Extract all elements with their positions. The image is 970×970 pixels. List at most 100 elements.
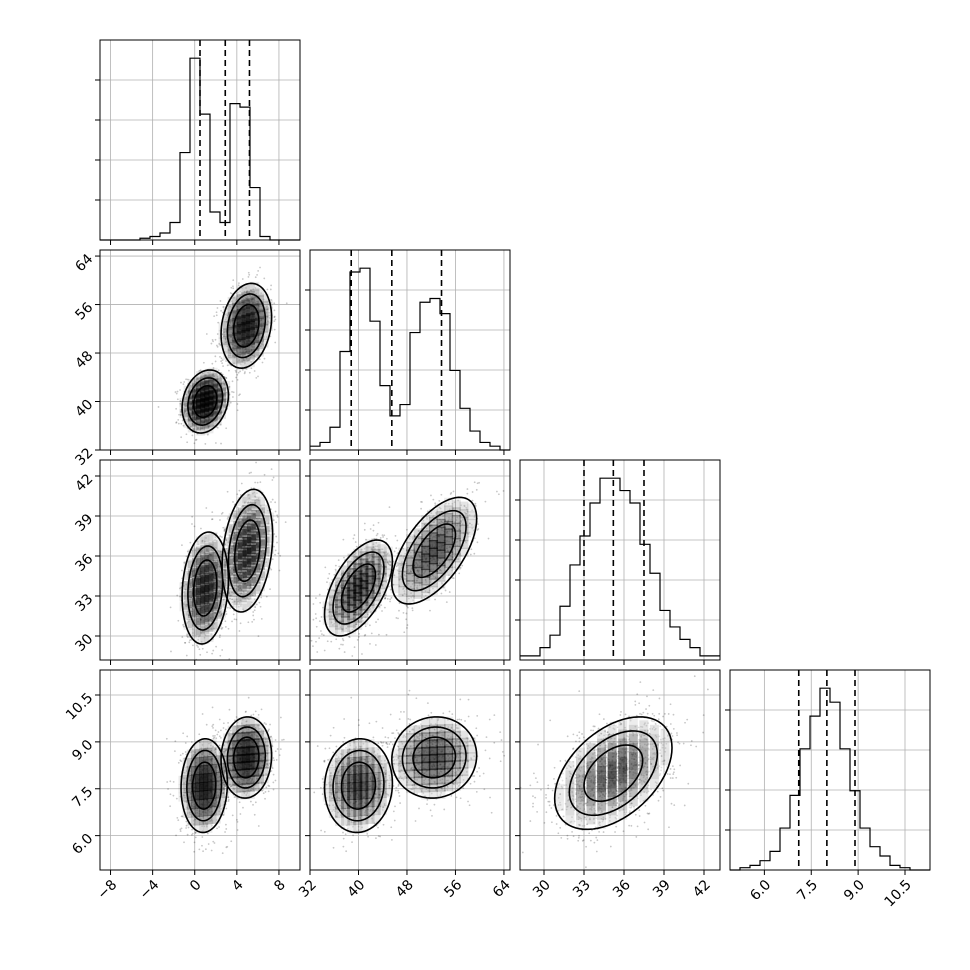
sample-point (243, 516, 246, 519)
sample-point (343, 556, 345, 559)
sample-point (211, 652, 214, 655)
sample-point (224, 341, 227, 344)
sample-point (378, 567, 380, 570)
sample-point (175, 392, 178, 395)
sample-point (375, 558, 378, 561)
sample-point (202, 361, 205, 364)
sample-point (319, 601, 322, 604)
sample-point (228, 563, 231, 566)
sample-point (336, 599, 339, 602)
sample-point (228, 324, 231, 327)
sample-point (253, 618, 255, 621)
sample-point (260, 556, 263, 559)
sample-point (374, 583, 377, 586)
density-cell (250, 349, 260, 359)
sample-point (379, 558, 382, 561)
density-cell (196, 626, 206, 636)
sample-point (239, 525, 242, 527)
sample-point (204, 610, 207, 613)
density-cell (191, 383, 201, 393)
sample-point (202, 383, 205, 385)
sample-point (209, 607, 212, 609)
sample-point (185, 583, 188, 586)
sample-point (386, 579, 389, 582)
sample-point (243, 291, 246, 293)
sample-point (370, 632, 373, 635)
sample-point (205, 548, 208, 550)
sample-point (209, 415, 212, 417)
density-cell (245, 328, 255, 338)
density-cell (187, 378, 197, 388)
sample-point (374, 583, 377, 586)
sample-point (238, 518, 241, 521)
sample-point (253, 518, 256, 521)
density-cell (241, 307, 251, 317)
density-cell (265, 512, 275, 522)
sample-point (249, 520, 251, 523)
sample-point (212, 551, 215, 554)
sample-point (352, 626, 355, 629)
density-cell (250, 319, 260, 329)
sample-point (220, 551, 223, 553)
sample-point (238, 359, 241, 362)
sample-point (242, 505, 245, 508)
sample-point (340, 643, 342, 646)
sample-point (260, 544, 263, 547)
sample-point (341, 643, 344, 646)
sample-point (241, 518, 244, 521)
sample-point (243, 582, 246, 585)
sample-point (262, 531, 265, 534)
density-cell (212, 399, 222, 409)
sample-point (218, 342, 221, 345)
sample-point (338, 609, 341, 612)
sample-point (315, 625, 318, 628)
sample-point (230, 325, 233, 328)
sample-point (181, 569, 183, 572)
sample-point (242, 535, 244, 538)
sample-point (258, 333, 261, 336)
density-cell (223, 343, 233, 353)
sample-point (330, 640, 333, 643)
sample-point (237, 579, 240, 582)
sample-point (219, 592, 222, 595)
sample-point (207, 425, 210, 428)
sample-point (221, 649, 224, 651)
sample-point (243, 290, 246, 293)
density-cell (212, 383, 222, 393)
sample-point (188, 406, 191, 408)
sample-point (231, 343, 234, 346)
sample-point (219, 411, 222, 414)
sample-point (246, 339, 249, 342)
sample-point (376, 595, 379, 598)
sample-point (473, 481, 476, 484)
sample-point (231, 567, 233, 570)
sample-point (219, 614, 222, 617)
sample-point (337, 612, 340, 615)
sample-point (257, 270, 260, 272)
sample-point (231, 598, 234, 601)
sample-point (172, 794, 175, 797)
sample-point (203, 605, 206, 608)
sample-point (207, 379, 210, 382)
sample-point (355, 545, 358, 548)
sample-point (197, 614, 200, 617)
density-cell (208, 389, 218, 399)
sample-point (207, 622, 210, 625)
density-cell (246, 598, 256, 608)
density-cell (228, 588, 238, 598)
sample-point (231, 292, 233, 295)
sample-point (205, 537, 207, 539)
sample-point (222, 407, 225, 410)
sample-point (273, 533, 276, 535)
sample-point (273, 302, 276, 305)
sample-point (232, 501, 234, 503)
sample-point (192, 410, 194, 413)
density-cell (204, 424, 214, 434)
sample-point (175, 421, 178, 424)
sample-point (448, 591, 451, 593)
sample-point (206, 603, 209, 606)
sample-point (222, 569, 225, 571)
sample-point (251, 594, 254, 596)
sample-point (353, 613, 356, 616)
